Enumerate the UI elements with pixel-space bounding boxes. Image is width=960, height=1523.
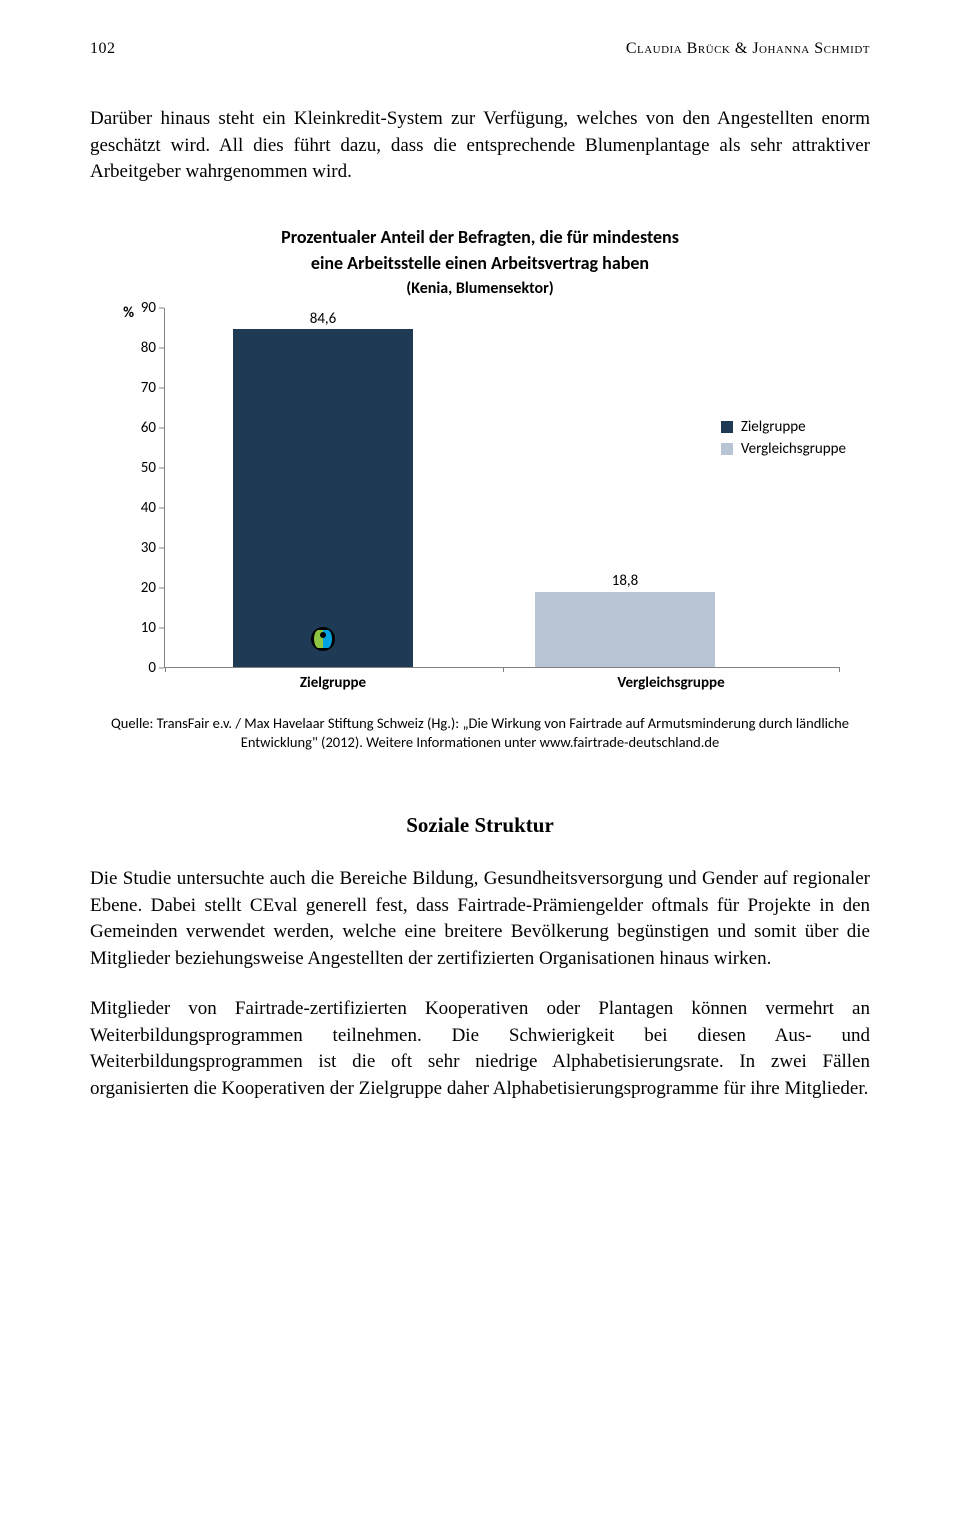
x-label: Vergleichsgruppe [502,674,840,692]
bar-chart: Prozentualer Anteil der Befragten, die f… [120,226,840,692]
legend-swatch [721,443,733,455]
x-label: Zielgruppe [164,674,502,692]
bar-zielgruppe [233,329,413,666]
y-tick: 60 [141,419,156,437]
soziale-paragraph-2: Mitglieder von Fairtrade-zertifizierten … [90,996,870,1102]
y-axis-unit: % [123,304,134,322]
legend-item: Vergleichsgruppe [721,440,846,458]
legend-label: Zielgruppe [741,418,806,436]
header-authors: Claudia Brück & Johanna Schmidt [626,40,870,58]
y-tick: 80 [141,339,156,357]
y-tick: 30 [141,539,156,557]
soziale-paragraph-1: Die Studie untersuchte auch die Bereiche… [90,866,870,972]
chart-source: Quelle: TransFair e.v. / Max Havelaar St… [110,714,850,753]
y-tick: 90 [141,299,156,317]
chart-subtitle: (Kenia, Blumensektor) [120,279,840,298]
y-tick: 20 [141,579,156,597]
y-tick: 10 [141,619,156,637]
y-tick: 40 [141,499,156,517]
y-tick: 50 [141,459,156,477]
y-axis: % 90 80 70 60 50 40 30 20 10 0 [120,308,164,668]
bar-value-label: 84,6 [310,310,337,328]
chart-legend: Zielgruppe Vergleichsgruppe [721,418,846,462]
bar-vergleichsgruppe [535,592,715,667]
x-axis-labels: Zielgruppe Vergleichsgruppe [164,674,840,692]
chart-title-line2: eine Arbeitsstelle einen Arbeitsvertrag … [120,252,840,275]
y-tick: 0 [148,659,156,677]
y-tick: 70 [141,379,156,397]
bar-value-label: 18,8 [612,572,639,590]
legend-swatch [721,421,733,433]
plot-area: 84,6 18,8 Zielgruppe Vergleichsgruppe [164,308,840,668]
section-heading: Soziale Struktur [90,813,870,838]
legend-label: Vergleichsgruppe [741,440,846,458]
intro-paragraph: Darüber hinaus steht ein Kleinkredit-Sys… [90,106,870,186]
page-header: 102 Claudia Brück & Johanna Schmidt [90,40,870,58]
page-number: 102 [90,40,116,58]
legend-item: Zielgruppe [721,418,846,436]
fairtrade-logo-icon [311,627,335,651]
chart-title-line1: Prozentualer Anteil der Befragten, die f… [120,226,840,249]
